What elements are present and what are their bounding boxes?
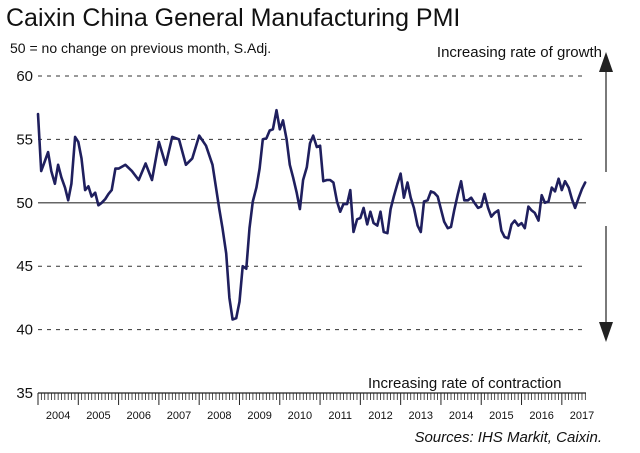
x-tick-label-2007: 2007 bbox=[167, 410, 191, 422]
annotation-contraction: Increasing rate of contraction bbox=[368, 375, 562, 392]
x-tick-label-2014: 2014 bbox=[449, 410, 473, 422]
x-tick-label-2004: 2004 bbox=[46, 410, 70, 422]
x-tick-label-2009: 2009 bbox=[247, 410, 271, 422]
x-tick-label-2017: 2017 bbox=[570, 410, 594, 422]
x-tick-label-2012: 2012 bbox=[368, 410, 392, 422]
x-tick-label-2006: 2006 bbox=[126, 410, 150, 422]
gridlines bbox=[38, 75, 586, 331]
y-tick-label-55: 55 bbox=[16, 131, 33, 148]
y-tick-label-50: 50 bbox=[16, 195, 33, 212]
chart-subtitle: 50 = no change on previous month, S.Adj. bbox=[10, 40, 272, 56]
x-tick-label-2005: 2005 bbox=[86, 410, 110, 422]
x-tick-label-2010: 2010 bbox=[288, 410, 312, 422]
x-tick-label-2013: 2013 bbox=[409, 410, 433, 422]
growth-arrow-head bbox=[599, 52, 613, 72]
y-tick-label-35: 35 bbox=[16, 385, 33, 402]
y-tick-label-40: 40 bbox=[16, 322, 33, 339]
y-tick-label-60: 60 bbox=[16, 68, 33, 85]
series-line-pmi bbox=[36, 108, 587, 321]
direction-arrows bbox=[599, 52, 613, 342]
x-tick-label-2008: 2008 bbox=[207, 410, 231, 422]
contraction-arrow-head bbox=[599, 322, 613, 342]
source-note: Sources: IHS Markit, Caixin. bbox=[414, 429, 602, 446]
x-axis: 2004 2005 2006 2007 2008 2009 2010 2011 2012 2013… bbox=[37, 392, 594, 422]
x-tick-label-2011: 2011 bbox=[328, 410, 352, 422]
y-axis: 35 40 45 50 55 60 bbox=[16, 68, 33, 402]
annotation-growth: Increasing rate of growth bbox=[436, 44, 602, 61]
series-layer bbox=[36, 108, 587, 321]
chart-title: Caixin China General Manufacturing PMI bbox=[6, 4, 461, 32]
y-tick-label-45: 45 bbox=[16, 258, 33, 275]
x-tick-label-2016: 2016 bbox=[529, 410, 553, 422]
x-tick-label-2015: 2015 bbox=[489, 410, 513, 422]
